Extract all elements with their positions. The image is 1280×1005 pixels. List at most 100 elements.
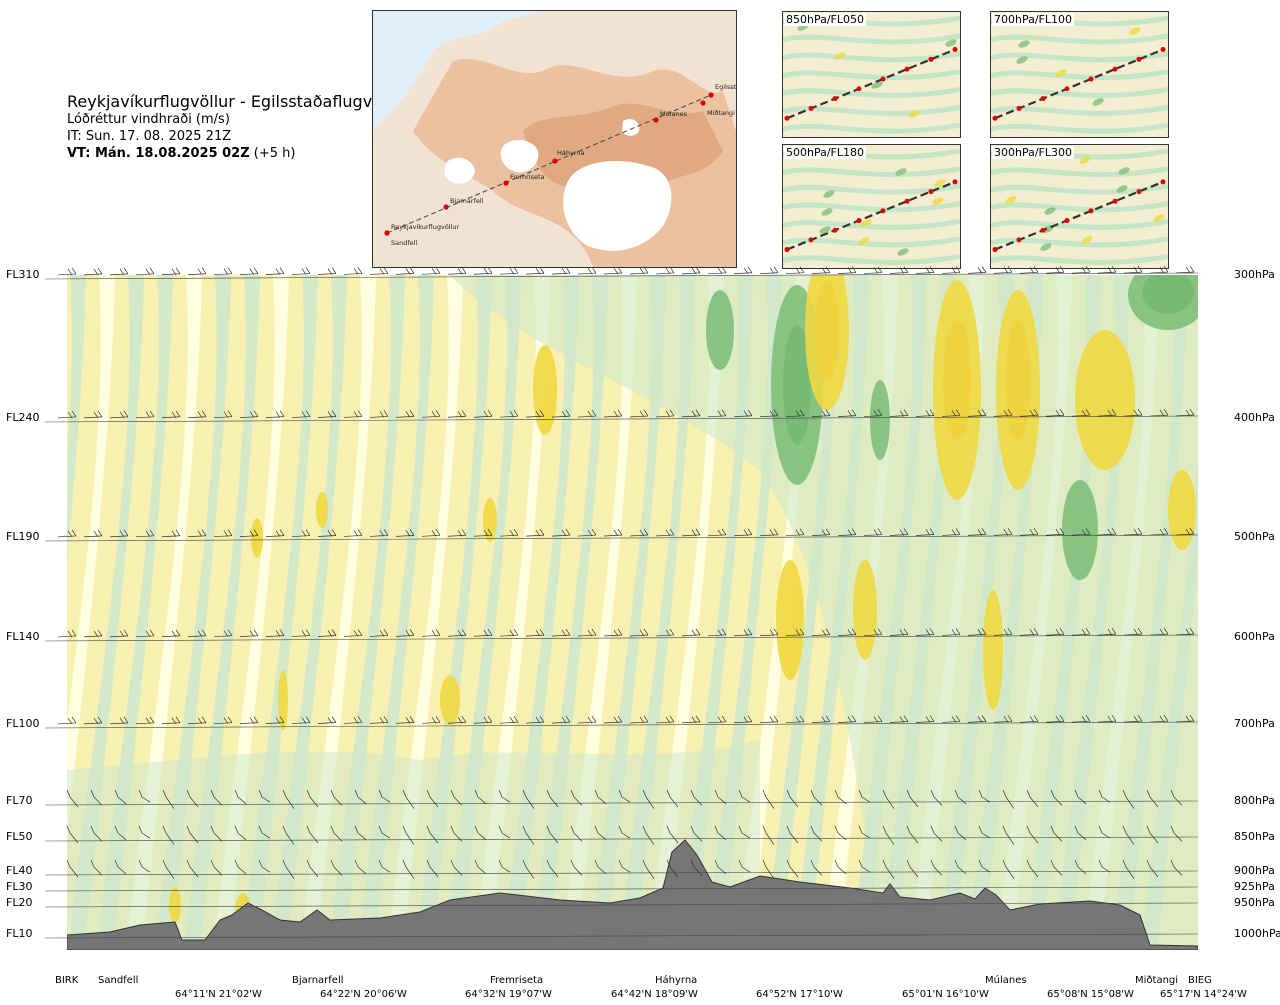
route-waypoint [443, 204, 449, 210]
mini-map-waypoint [1040, 96, 1046, 102]
wind-barb [426, 825, 439, 844]
wind-barb [759, 409, 779, 418]
wind-barb [759, 528, 779, 537]
wind-barb [187, 267, 207, 276]
wind-barb [421, 529, 441, 537]
wind-barb [402, 825, 415, 845]
route-waypoint-label: Bjarnarfell [450, 197, 484, 205]
wind-barb [369, 529, 389, 537]
wind-barb [954, 789, 967, 805]
wind-barb [57, 410, 77, 419]
wind-band [184, 275, 260, 950]
mini-map-waypoint [1016, 105, 1022, 111]
wind-barb [941, 528, 961, 536]
mini-map-waypoint [904, 198, 910, 204]
wind-barb [546, 825, 559, 844]
wind-barb [258, 859, 271, 873]
wind-barb [187, 529, 207, 538]
wind-barb [57, 716, 77, 725]
wind-band [67, 275, 115, 839]
level-line [44, 534, 1199, 542]
wind-barb [109, 716, 129, 725]
wind-barb [1170, 789, 1183, 806]
mini-map-300-canvas [991, 148, 1168, 265]
wind-barb [666, 789, 679, 808]
wind-barb [1098, 825, 1111, 839]
wind-barb [594, 825, 607, 841]
wind-barb [1097, 714, 1117, 723]
wind-barb [395, 716, 415, 724]
wind-barb [402, 789, 415, 809]
wind-barb [447, 529, 467, 537]
wind-barb [967, 528, 987, 536]
wind-barb [655, 266, 675, 275]
wind-barb [83, 529, 103, 538]
wind-barb [629, 409, 649, 418]
wind-barb [655, 409, 675, 418]
wind-barb [954, 825, 967, 841]
wind-barb [265, 629, 285, 637]
wind-barb [1097, 627, 1117, 636]
mini-map-waypoint [808, 105, 814, 111]
pressure-level-label: 500hPa [1234, 530, 1275, 543]
mini-map-300-label: 300hPa/FL300 [992, 146, 1075, 159]
wind-barb [354, 789, 367, 805]
wind-barb [369, 716, 389, 724]
wind-barb [785, 715, 805, 724]
wind-barb [811, 409, 831, 417]
wind-barb [525, 266, 545, 275]
wind-barb [546, 789, 559, 808]
wind-barb [906, 859, 919, 878]
wind-barb [1175, 714, 1195, 723]
wind-barb [187, 410, 207, 419]
wind-barb [291, 529, 311, 537]
wind-barb [421, 267, 441, 275]
wind-barb [421, 629, 441, 637]
route-place-label: BIEG [1188, 975, 1212, 986]
wind-barb [474, 825, 487, 841]
wind-barb [889, 266, 909, 274]
mini-map-waypoint [784, 247, 790, 253]
mini-map-waypoint [1136, 189, 1142, 195]
wind-cell [933, 280, 981, 500]
pressure-level-label: 300hPa [1234, 268, 1275, 281]
wind-barb [525, 409, 545, 418]
mini-map-waypoint [1088, 208, 1094, 214]
mini-map-waypoint [952, 179, 958, 185]
wind-barb [187, 716, 207, 725]
valid-time-main: VT: Mán. 18.08.2025 02Z [67, 146, 250, 161]
wind-barb [265, 267, 285, 275]
wind-barb [889, 628, 909, 636]
wind-barb [187, 629, 207, 638]
wind-barb [1019, 715, 1039, 723]
wind-barb [395, 529, 415, 537]
wind-barb [603, 528, 623, 537]
wind-barb [603, 628, 623, 637]
wind-barb [834, 825, 847, 841]
wind-barb [834, 859, 847, 875]
wind-barb [1175, 408, 1195, 417]
wind-barb [378, 789, 391, 803]
wind-barb [594, 789, 607, 805]
wind-barb [915, 715, 935, 723]
mini-map-waypoint [904, 66, 910, 72]
wind-barb [138, 859, 151, 873]
wind-barb [642, 789, 655, 809]
wind-barb [577, 266, 597, 275]
wind-barb [551, 409, 571, 418]
wind-barb [1175, 627, 1195, 636]
wind-barb [1050, 789, 1063, 806]
wind-barb [109, 267, 129, 276]
wind-barb [1098, 859, 1111, 873]
route-map-canvas: Reykjavíkurflugvöllur Sandfell Bjarnarfell… [373, 11, 736, 267]
wind-barb [450, 789, 463, 806]
wind-barb [941, 715, 961, 723]
wind-barb [378, 859, 391, 873]
wind-barb [135, 410, 155, 419]
wind-barb [993, 715, 1013, 723]
route-coordinate-label: 64°11'N 21°02'W [175, 989, 262, 1000]
wind-barb [1019, 409, 1039, 417]
wind-barb [707, 628, 727, 637]
wind-barb [474, 789, 487, 805]
mini-map-500: 500hPa/FL180 [782, 144, 961, 269]
